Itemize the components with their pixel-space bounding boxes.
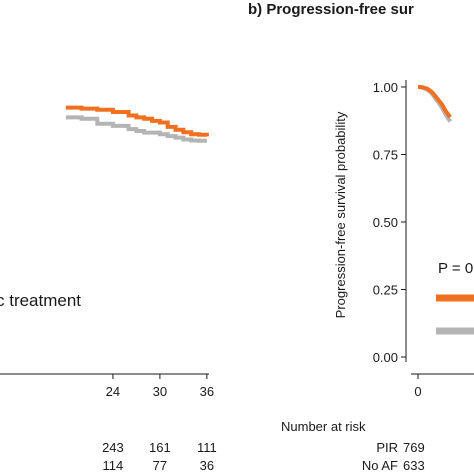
x-tick-label: 24 <box>106 384 120 399</box>
risk-count: 111 <box>197 440 217 455</box>
risk-row-label: PIR <box>376 440 398 455</box>
left-risk-table: 243 161 111 114 77 36 <box>102 440 217 473</box>
p-value-label: P = 0 <box>438 260 473 277</box>
risk-count: 633 <box>403 458 425 473</box>
right-panel: b) Progression-free sur Progression-free… <box>248 1 474 473</box>
risk-count: 769 <box>403 440 425 455</box>
y-tick-label: 0.75 <box>373 148 398 163</box>
right-plot-area <box>418 85 452 123</box>
left-annotation: c treatment <box>0 291 81 310</box>
risk-count: 161 <box>149 440 171 455</box>
risk-table-header: Number at risk <box>281 419 366 434</box>
y-tick-label: 0.00 <box>373 350 398 365</box>
risk-count: 77 <box>153 458 167 473</box>
x-tick-label: 30 <box>153 384 167 399</box>
x-tick-label: 36 <box>200 384 214 399</box>
y-axis-label: Progression-free survival probability <box>333 111 348 318</box>
y-tick-label: 0.50 <box>373 215 398 230</box>
series-line-pir <box>65 105 209 137</box>
risk-count: 114 <box>103 458 124 473</box>
y-tick-label: 0.25 <box>373 283 398 298</box>
x-axis: 0 <box>411 373 474 399</box>
left-plot-area <box>65 105 209 143</box>
risk-count: 36 <box>200 458 214 473</box>
legend <box>436 294 474 335</box>
y-tick-label: 1.00 <box>373 80 398 95</box>
series-line-pir <box>418 85 452 119</box>
series-line-no_af <box>65 115 207 143</box>
panel-title: b) Progression-free sur <box>248 1 414 18</box>
left-panel: 24 30 36 c treatment 243 161 111 114 77 36 <box>0 105 217 473</box>
right-risk-table: PIR 769 No AF 633 <box>362 440 425 473</box>
y-axis: 1.00 0.75 0.50 0.25 0.00 <box>373 80 407 365</box>
risk-row-label: No AF <box>362 458 398 473</box>
left-x-ticks: 24 30 36 <box>106 374 214 399</box>
x-tick-label: 0 <box>414 384 421 399</box>
risk-count: 243 <box>102 440 124 455</box>
